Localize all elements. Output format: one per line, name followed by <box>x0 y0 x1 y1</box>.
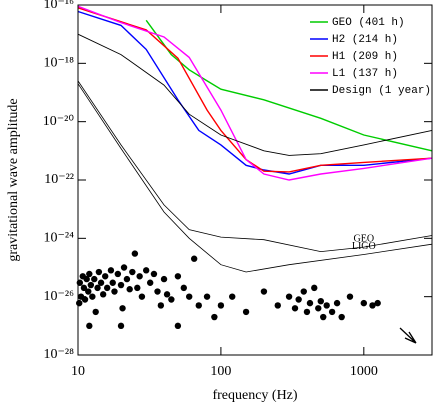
point <box>119 305 126 312</box>
point <box>320 313 327 321</box>
point <box>160 275 168 283</box>
x-tick-label: 10 <box>71 364 85 379</box>
point <box>346 293 354 300</box>
point <box>163 291 171 298</box>
point <box>190 255 198 262</box>
curve-label: GEO <box>354 233 375 244</box>
point <box>217 302 225 309</box>
y-tick-label: 10⁻¹⁸ <box>44 56 75 71</box>
point <box>136 273 143 280</box>
point <box>360 299 368 307</box>
point <box>174 322 182 330</box>
point <box>186 293 193 300</box>
point <box>99 291 107 298</box>
point <box>117 322 125 330</box>
x-tick-label: 1000 <box>350 364 378 379</box>
point <box>123 275 131 283</box>
legend-label: H1 (209 h) <box>332 51 398 63</box>
point <box>101 273 109 280</box>
point <box>291 305 299 312</box>
x-axis-label: frequency (Hz) <box>212 388 297 403</box>
point <box>150 270 158 278</box>
series-line <box>77 33 433 156</box>
point <box>94 284 101 292</box>
point <box>323 302 330 309</box>
point <box>142 267 150 274</box>
point <box>195 302 202 309</box>
point <box>374 299 381 307</box>
y-tick-label: 10⁻²² <box>44 172 74 187</box>
point <box>274 302 281 309</box>
point <box>260 288 268 295</box>
point <box>242 308 250 316</box>
point <box>85 288 92 295</box>
point <box>129 268 136 276</box>
point <box>117 281 125 289</box>
point <box>89 293 96 300</box>
x-tick-label: 100 <box>210 364 231 379</box>
point <box>87 281 95 289</box>
point <box>134 284 141 292</box>
point <box>83 275 90 283</box>
y-tick-label: 10⁻²⁴ <box>44 231 75 246</box>
curve-label: LIGO <box>352 241 376 252</box>
point <box>81 296 89 303</box>
y-tick-label: 10⁻²⁰ <box>43 114 75 129</box>
point <box>211 313 218 321</box>
point <box>229 293 236 300</box>
point <box>154 288 161 295</box>
legend-label: L1 (137 h) <box>332 68 398 80</box>
point <box>120 264 128 271</box>
point <box>146 279 154 286</box>
point <box>86 270 93 278</box>
point <box>315 305 322 312</box>
point <box>369 302 376 309</box>
point <box>338 313 345 321</box>
y-tick-label: 10⁻²⁸ <box>44 347 75 362</box>
point <box>97 279 105 286</box>
point <box>109 279 116 286</box>
point <box>317 297 324 305</box>
point <box>303 308 311 316</box>
point <box>86 322 93 330</box>
point <box>91 275 98 283</box>
point <box>203 293 211 300</box>
point <box>111 288 118 295</box>
point <box>328 308 336 316</box>
legend-label: H2 (214 h) <box>332 34 398 46</box>
point <box>295 296 302 303</box>
point <box>138 293 146 300</box>
point <box>168 296 175 303</box>
point <box>92 308 99 316</box>
point <box>114 270 122 278</box>
y-tick-label: 10⁻¹⁶ <box>44 0 75 12</box>
point <box>285 293 293 300</box>
point <box>107 267 115 274</box>
reference-curve <box>77 80 433 253</box>
point <box>300 288 307 295</box>
point <box>180 284 188 292</box>
point <box>157 302 165 309</box>
series-line <box>77 5 433 181</box>
series-line <box>145 19 433 152</box>
y-tick-label: 10⁻²⁶ <box>44 289 75 304</box>
point <box>103 284 111 292</box>
point <box>311 284 318 292</box>
legend-label: Design (1 year) <box>332 85 431 97</box>
legend-label: GEO (401 h) <box>332 17 405 29</box>
point <box>95 268 103 276</box>
point <box>131 250 139 257</box>
point <box>174 273 182 280</box>
point <box>306 299 314 307</box>
arrow <box>399 327 417 344</box>
reference-curve <box>77 83 433 273</box>
point <box>126 286 133 293</box>
point <box>80 284 88 292</box>
point <box>333 299 341 307</box>
y-axis-label: gravitational wave amplitude <box>6 98 21 261</box>
point <box>76 299 83 307</box>
